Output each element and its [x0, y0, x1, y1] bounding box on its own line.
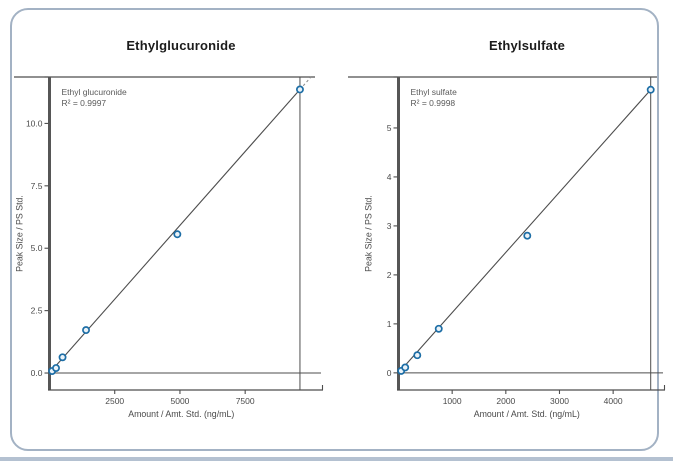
fit-line — [49, 89, 301, 374]
x-tick-label: 3000 — [550, 396, 569, 406]
chart-ethylglucuronide: Ethylglucuronide 0.0 2.5 5.0 7.5 10.0 2500 500… — [12, 32, 336, 444]
chart-ethylsulfate: Ethylsulfate 0 1 2 3 4 5 1000 2000 3000 4000 Ethyl… — [346, 32, 668, 444]
bottom-strip — [0, 457, 673, 461]
y-tick-label: 0.0 — [31, 368, 43, 378]
chart-title-ethylglucuronide: Ethylglucuronide — [126, 38, 236, 53]
y-axis-title: Peak Size / PS Std. — [15, 195, 25, 272]
annotation-compound-name: Ethyl glucuronide — [62, 87, 127, 97]
data-point-marker — [434, 324, 443, 333]
x-tick-label: 4000 — [604, 396, 623, 406]
data-point-marker — [401, 363, 410, 372]
data-point-marker — [58, 353, 67, 362]
y-tick-label: 10.0 — [26, 118, 43, 128]
x-axis-title: Amount / Amt. Std. (ng/mL) — [474, 409, 580, 419]
annotation-r-squared: R² = 0.9998 — [411, 98, 456, 108]
annotation-compound-name: Ethyl sulfate — [411, 87, 458, 97]
data-point-marker — [413, 351, 422, 360]
y-tick-label: 1 — [387, 319, 392, 329]
x-axis-title: Amount / Amt. Std. (ng/mL) — [128, 409, 234, 419]
y-tick-label: 3 — [387, 221, 392, 231]
y-tick-label: 5.0 — [31, 243, 43, 253]
chart-title-ethylsulfate: Ethylsulfate — [488, 38, 566, 53]
data-point-marker — [173, 230, 182, 239]
y-tick-label: 0 — [387, 368, 392, 378]
x-tick-label: 5000 — [170, 396, 189, 406]
y-tick-label: 2 — [387, 270, 392, 280]
data-point-marker — [52, 364, 60, 372]
x-tick-label: 2500 — [105, 396, 124, 406]
annotation-r-squared: R² = 0.9997 — [62, 98, 107, 108]
y-tick-label: 5 — [387, 123, 392, 133]
report-card — [10, 8, 659, 451]
data-point-marker — [646, 85, 655, 94]
y-tick-label: 4 — [387, 172, 392, 182]
y-tick-label: 7.5 — [31, 181, 43, 191]
data-point-marker — [296, 85, 304, 94]
calibration-plot-ethylglucuronide: 0.0 2.5 5.0 7.5 10.0 2500 5000 7500 Ethyl glucur… — [14, 76, 324, 419]
y-axis-title: Peak Size / PS Std. — [364, 195, 374, 272]
x-tick-label: 1000 — [443, 396, 462, 406]
x-tick-label: 7500 — [236, 396, 255, 406]
data-point-marker — [82, 326, 90, 335]
data-point-marker — [523, 231, 532, 240]
x-tick-label: 2000 — [496, 396, 515, 406]
y-tick-label: 2.5 — [31, 306, 43, 316]
